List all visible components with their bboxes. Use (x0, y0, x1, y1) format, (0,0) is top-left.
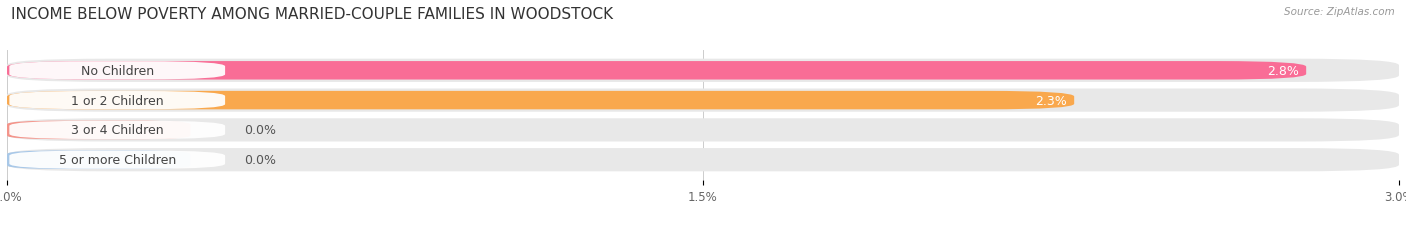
FancyBboxPatch shape (10, 62, 225, 80)
FancyBboxPatch shape (10, 92, 225, 110)
Text: Source: ZipAtlas.com: Source: ZipAtlas.com (1284, 7, 1395, 17)
FancyBboxPatch shape (7, 62, 1306, 80)
Text: INCOME BELOW POVERTY AMONG MARRIED-COUPLE FAMILIES IN WOODSTOCK: INCOME BELOW POVERTY AMONG MARRIED-COUPL… (11, 7, 613, 22)
FancyBboxPatch shape (7, 91, 1074, 110)
Text: 3 or 4 Children: 3 or 4 Children (70, 124, 163, 137)
FancyBboxPatch shape (7, 59, 1399, 82)
FancyBboxPatch shape (10, 151, 225, 169)
Text: 0.0%: 0.0% (243, 154, 276, 167)
FancyBboxPatch shape (7, 89, 1399, 112)
Text: 2.3%: 2.3% (1035, 94, 1067, 107)
Text: 1 or 2 Children: 1 or 2 Children (70, 94, 163, 107)
FancyBboxPatch shape (7, 121, 190, 140)
FancyBboxPatch shape (7, 119, 1399, 142)
Text: 2.8%: 2.8% (1267, 64, 1299, 77)
Text: No Children: No Children (80, 64, 153, 77)
FancyBboxPatch shape (10, 121, 225, 139)
Text: 0.0%: 0.0% (243, 124, 276, 137)
Text: 5 or more Children: 5 or more Children (59, 154, 176, 167)
FancyBboxPatch shape (7, 149, 1399, 172)
FancyBboxPatch shape (7, 151, 190, 169)
